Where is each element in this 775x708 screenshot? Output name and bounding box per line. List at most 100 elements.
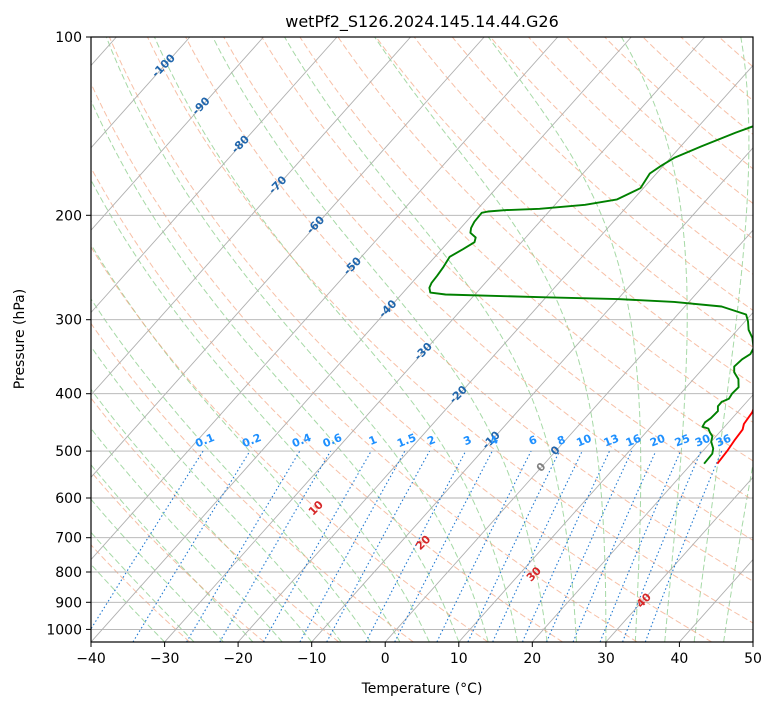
mixing-ratio-line	[599, 450, 682, 642]
dry-adiabat-line	[566, 37, 753, 205]
isotherm-line	[91, 37, 264, 231]
mixing-ratio-label: 36	[714, 432, 733, 450]
mixing-ratio-label: 1	[367, 433, 379, 448]
mixing-ratio-line	[186, 450, 301, 642]
dry-adiabat-line	[451, 37, 753, 312]
isotherm-line	[91, 37, 632, 642]
dry-adiabat-line	[91, 246, 489, 642]
moist-adiabat-line	[693, 37, 750, 642]
moist-adiabat-line	[91, 99, 460, 642]
isotherm-line	[237, 64, 753, 642]
mixing-ratio-line	[299, 450, 406, 642]
y-tick-label: 900	[55, 595, 82, 611]
y-tick-label: 100	[55, 30, 82, 46]
temperature-line	[716, 407, 753, 465]
dry-adiabat-line	[91, 166, 563, 642]
moist-adiabat-line	[91, 179, 430, 642]
x-tick-label: 40	[670, 651, 688, 667]
mixing-ratio-label: 30	[693, 432, 712, 450]
y-tick-label: 400	[55, 387, 82, 403]
dry-adiabat-line	[261, 37, 753, 501]
pressure-gridlines	[91, 37, 753, 630]
mixing-ratio-lines	[91, 450, 723, 642]
moist-adiabat-line	[91, 563, 165, 642]
dry-adiabat-line	[490, 37, 753, 275]
y-tick-label: 200	[55, 208, 82, 224]
isotherms	[91, 37, 753, 642]
dewpoint-line	[428, 125, 753, 465]
isotherm-line	[458, 311, 753, 642]
mixing-ratio-line	[521, 450, 610, 642]
y-tick-label: 800	[55, 565, 82, 581]
mixing-ratio-line	[546, 450, 633, 642]
isotherm-line	[91, 37, 191, 149]
y-tick-label: 600	[55, 491, 82, 507]
x-tick-label: −10	[297, 651, 327, 667]
moist-adiabat-line	[620, 37, 688, 642]
isotherm-line	[91, 37, 485, 478]
x-axis-ticks: −40 −30 −20 −10 0 10 20 30 40 50	[76, 642, 762, 667]
isotherm-line	[311, 147, 753, 642]
moist-adiabat-line	[91, 464, 254, 642]
y-tick-label: 700	[55, 531, 82, 547]
mixing-ratio-line	[436, 450, 532, 642]
sounding-profiles	[428, 125, 753, 465]
x-tick-label: 30	[597, 651, 615, 667]
y-tick-label: 1000	[46, 622, 82, 638]
chart-title: wetPf2_S126.2024.145.14.44.G26	[285, 12, 559, 32]
moist-adiabat-line	[91, 531, 195, 642]
moist-adiabat-line	[91, 243, 401, 642]
moist-adiabat-line	[91, 298, 371, 642]
mixing-ratio-line	[219, 450, 332, 642]
isotherm-line	[384, 229, 753, 642]
dry-adiabats	[91, 37, 753, 642]
x-axis-label: Temperature (°C)	[361, 681, 483, 697]
mixing-ratio-label: 16	[624, 432, 643, 450]
moist-adiabat-line	[487, 37, 642, 642]
dry-adiabat-line	[91, 470, 265, 642]
y-axis-label: Pressure (hPa)	[12, 289, 28, 389]
mixing-ratio-label: 10	[574, 432, 593, 450]
isotherm-line	[91, 37, 411, 396]
dry-adiabat-line	[91, 397, 340, 642]
mixing-ratio-label: 25	[673, 432, 692, 450]
mixing-ratio-line	[572, 450, 657, 642]
moist-adiabat-line	[153, 37, 519, 642]
x-tick-label: 0	[381, 651, 390, 667]
x-tick-label: −20	[223, 651, 253, 667]
mixing-ratio-line	[132, 450, 251, 642]
isotherm-line	[91, 37, 559, 561]
x-tick-label: 20	[523, 651, 541, 667]
mixing-ratio-line	[467, 450, 561, 642]
x-tick-label: 50	[744, 651, 762, 667]
moist-adiabat-line	[105, 37, 489, 642]
y-tick-label: 500	[55, 444, 82, 460]
dry-adiabat-line	[337, 37, 753, 423]
x-tick-label: −40	[76, 651, 106, 667]
mixing-ratio-line	[263, 450, 372, 642]
dry-adiabat-line	[147, 37, 753, 624]
isotherm-line	[91, 37, 338, 314]
moist-adiabat-line	[283, 37, 577, 642]
mixing-ratio-label: 8	[555, 433, 567, 448]
moist-adiabat-line	[374, 37, 607, 642]
dry-adiabat-line	[528, 37, 753, 240]
dry-adiabat-line	[91, 82, 638, 642]
isotherm-line	[605, 476, 753, 642]
x-tick-label: 10	[450, 651, 468, 667]
mixing-ratio-label: 13	[602, 432, 621, 450]
moist-adiabat-line	[91, 498, 224, 642]
y-axis-ticks: 100 200 300 400 500 600 700 800 900 1000	[46, 30, 91, 638]
isotherm-line	[531, 394, 753, 642]
moist-adiabats	[91, 37, 753, 642]
moist-adiabat-line	[212, 37, 548, 642]
isotherm-line	[164, 37, 706, 642]
mixing-ratio-label: 20	[648, 432, 667, 450]
plot-frame	[90, 36, 754, 643]
mixing-ratio-label: 2	[425, 433, 437, 448]
dry-adiabat-line	[223, 37, 753, 541]
mixing-ratio-line	[91, 450, 204, 630]
mixing-ratio-line	[326, 450, 431, 642]
